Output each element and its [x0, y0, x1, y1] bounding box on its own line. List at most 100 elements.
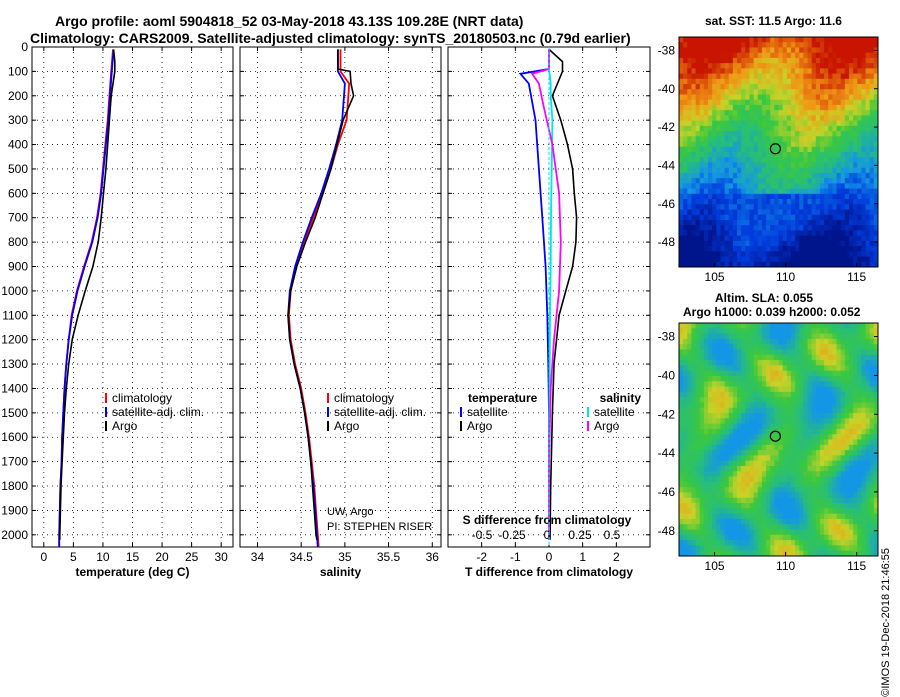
- map-cell: [716, 110, 721, 116]
- map-cell: [766, 73, 771, 80]
- map-cell: [873, 349, 879, 356]
- map-cell: [853, 465, 858, 472]
- map-cell: [828, 349, 833, 356]
- map-cell: [741, 391, 746, 398]
- map-cell: [749, 518, 755, 525]
- map-cell: [857, 42, 862, 48]
- map-cell: [703, 183, 709, 189]
- map-cell: [824, 428, 829, 435]
- map-cell: [786, 381, 792, 387]
- map-cell: [844, 193, 850, 200]
- map-cell: [795, 52, 800, 59]
- map-cell: [811, 524, 817, 530]
- map-cell: [687, 391, 692, 398]
- map-cell: [795, 481, 800, 488]
- map-cell: [786, 125, 792, 132]
- map-cell: [824, 162, 829, 169]
- map-cell: [869, 439, 875, 446]
- map-cell: [824, 365, 829, 372]
- map-cell: [844, 235, 850, 242]
- map-cell: [724, 73, 730, 80]
- map-cell: [695, 183, 701, 189]
- map-cell: [873, 157, 879, 163]
- map-cell: [761, 518, 767, 525]
- map-cell: [782, 172, 788, 179]
- map-cell: [753, 240, 759, 247]
- map-cell: [790, 540, 796, 546]
- map-cell: [840, 481, 846, 488]
- map-cell: [848, 370, 854, 377]
- map-cell: [703, 110, 709, 116]
- map-cell: [687, 540, 692, 546]
- map-cell: [857, 162, 862, 169]
- map-cell: [873, 529, 879, 536]
- map-cell: [745, 63, 750, 69]
- map-cell: [728, 450, 734, 456]
- map-cell: [840, 162, 846, 169]
- salinity-series-argo: [287, 49, 355, 540]
- map-cell: [790, 146, 796, 153]
- map-cell: [757, 246, 763, 252]
- map-cell: [824, 246, 829, 252]
- map-cell: [761, 529, 767, 536]
- map-cell: [778, 407, 784, 414]
- map-cell: [761, 370, 767, 377]
- map-cell: [774, 68, 779, 74]
- map-cell: [695, 230, 701, 237]
- map-cell: [699, 540, 705, 546]
- map-cell: [824, 99, 829, 106]
- map-cell: [716, 423, 721, 430]
- map-cell: [782, 492, 788, 499]
- map-cell: [815, 47, 821, 54]
- map-cell: [828, 428, 833, 435]
- map-cell: [803, 240, 808, 247]
- secondary-x-tick-label: 0.5: [604, 528, 621, 542]
- map-cell: [720, 261, 726, 268]
- map-cell: [819, 214, 825, 221]
- map-cell: [799, 94, 804, 101]
- map-cell: [770, 545, 775, 552]
- map-cell: [770, 434, 775, 440]
- map-cell: [691, 214, 696, 221]
- map-cell: [695, 323, 701, 329]
- map-cell: [819, 344, 825, 350]
- map-cell: [753, 99, 759, 106]
- map-cell: [720, 47, 726, 54]
- map-cell: [865, 162, 871, 169]
- map-cell: [724, 188, 730, 195]
- map-cell: [824, 439, 829, 446]
- map-cell: [786, 328, 792, 334]
- map-cell: [824, 178, 829, 184]
- map-cell: [695, 386, 701, 393]
- map-cell: [869, 349, 875, 356]
- map-cell: [790, 487, 796, 493]
- map-cell: [873, 209, 879, 216]
- map-cell: [732, 413, 738, 419]
- map-cell: [753, 261, 759, 268]
- map-cell: [799, 550, 804, 557]
- map-cell: [774, 503, 779, 509]
- map-cell: [832, 167, 837, 174]
- map-cell: [695, 455, 701, 462]
- map-cell: [828, 503, 833, 509]
- map-cell: [819, 251, 825, 257]
- depth-tick-label: 200: [8, 89, 28, 103]
- map-cell: [799, 256, 804, 263]
- map-cell: [728, 476, 734, 483]
- map-cell: [766, 492, 771, 499]
- map-cell: [815, 235, 821, 242]
- map-cell: [695, 492, 701, 499]
- map-cell: [828, 497, 833, 504]
- map-cell: [699, 120, 705, 127]
- map-cell: [799, 141, 804, 148]
- map-cell: [687, 42, 692, 48]
- map-cell: [853, 172, 858, 179]
- map-cell: [774, 513, 779, 520]
- map-cell: [774, 349, 779, 356]
- map-cell: [844, 42, 850, 48]
- map-cell: [869, 465, 875, 472]
- map-cell: [761, 328, 767, 334]
- map-cell: [782, 141, 788, 148]
- map-cell: [807, 534, 813, 541]
- map-cell: [695, 508, 701, 515]
